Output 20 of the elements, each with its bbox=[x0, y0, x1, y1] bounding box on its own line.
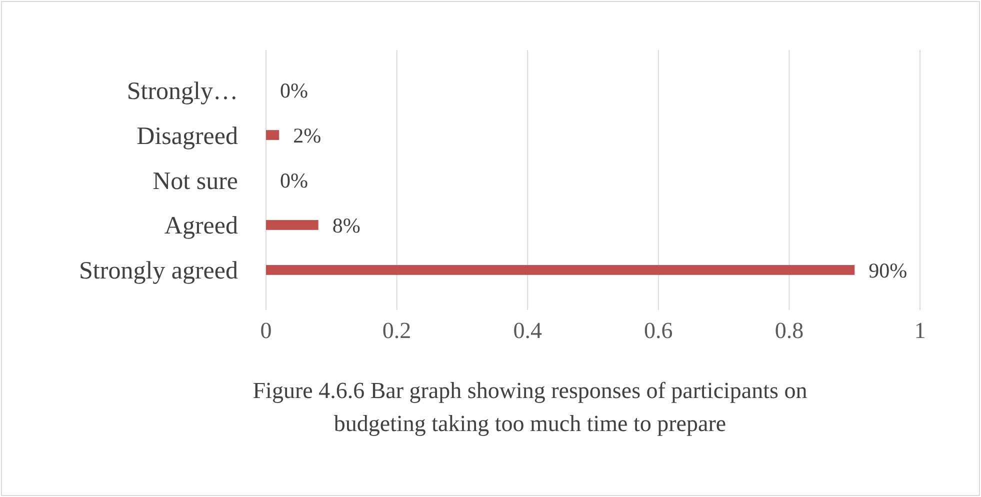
y-tick-label: Disagreed bbox=[136, 122, 238, 150]
data-label: 8% bbox=[332, 213, 360, 238]
x-tick-label: 0.8 bbox=[774, 318, 804, 343]
bar bbox=[266, 220, 318, 230]
caption: Figure 4.6.6 Bar graph showing responses of participants on budgeting taking too much time to prepare bbox=[252, 378, 808, 436]
x-tick-label: 0 bbox=[260, 318, 272, 343]
x-tick-label: 0.6 bbox=[644, 318, 673, 343]
bar bbox=[266, 130, 280, 140]
data-label: 0% bbox=[280, 168, 308, 192]
y-tick-label: Strongly agreed bbox=[79, 258, 238, 285]
y-tick-label: Strongly… bbox=[126, 78, 238, 105]
x-tick-label: 1 bbox=[914, 318, 926, 343]
x-tick-label: 0.2 bbox=[382, 318, 412, 343]
y-tick-label: Agreed bbox=[164, 212, 238, 240]
data-label: 90% bbox=[868, 258, 908, 282]
y-tick-label: Not sure bbox=[152, 168, 238, 195]
x-tick-label: 0.4 bbox=[513, 318, 542, 343]
data-label: 2% bbox=[293, 123, 322, 148]
data-label: 0% bbox=[280, 78, 308, 102]
bar bbox=[266, 265, 855, 275]
